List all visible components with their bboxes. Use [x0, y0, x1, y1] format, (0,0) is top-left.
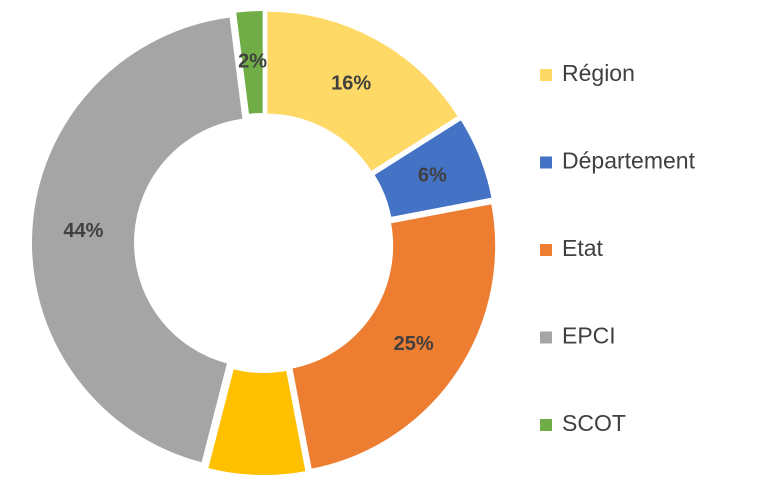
slice	[371, 117, 494, 220]
legend-swatch	[540, 331, 552, 344]
legend-label: SCOT	[562, 410, 626, 436]
data-label: 25%	[394, 333, 434, 355]
legend-swatch	[540, 244, 552, 256]
legend-label: EPCI	[562, 323, 616, 349]
legend-swatch	[540, 156, 552, 169]
legend-swatch	[540, 419, 552, 431]
slice	[265, 9, 461, 174]
legend-label: Département	[562, 148, 696, 174]
slice	[30, 15, 245, 465]
legend-swatch	[540, 69, 552, 81]
legend-label: Région	[562, 60, 635, 86]
slice	[233, 9, 265, 117]
data-label: 6%	[418, 165, 447, 187]
slice	[205, 366, 308, 477]
slice	[290, 201, 498, 471]
data-label: 44%	[63, 220, 103, 242]
legend-label: Etat	[562, 235, 604, 261]
data-label: 2%	[238, 51, 267, 73]
data-label: 16%	[331, 73, 371, 95]
